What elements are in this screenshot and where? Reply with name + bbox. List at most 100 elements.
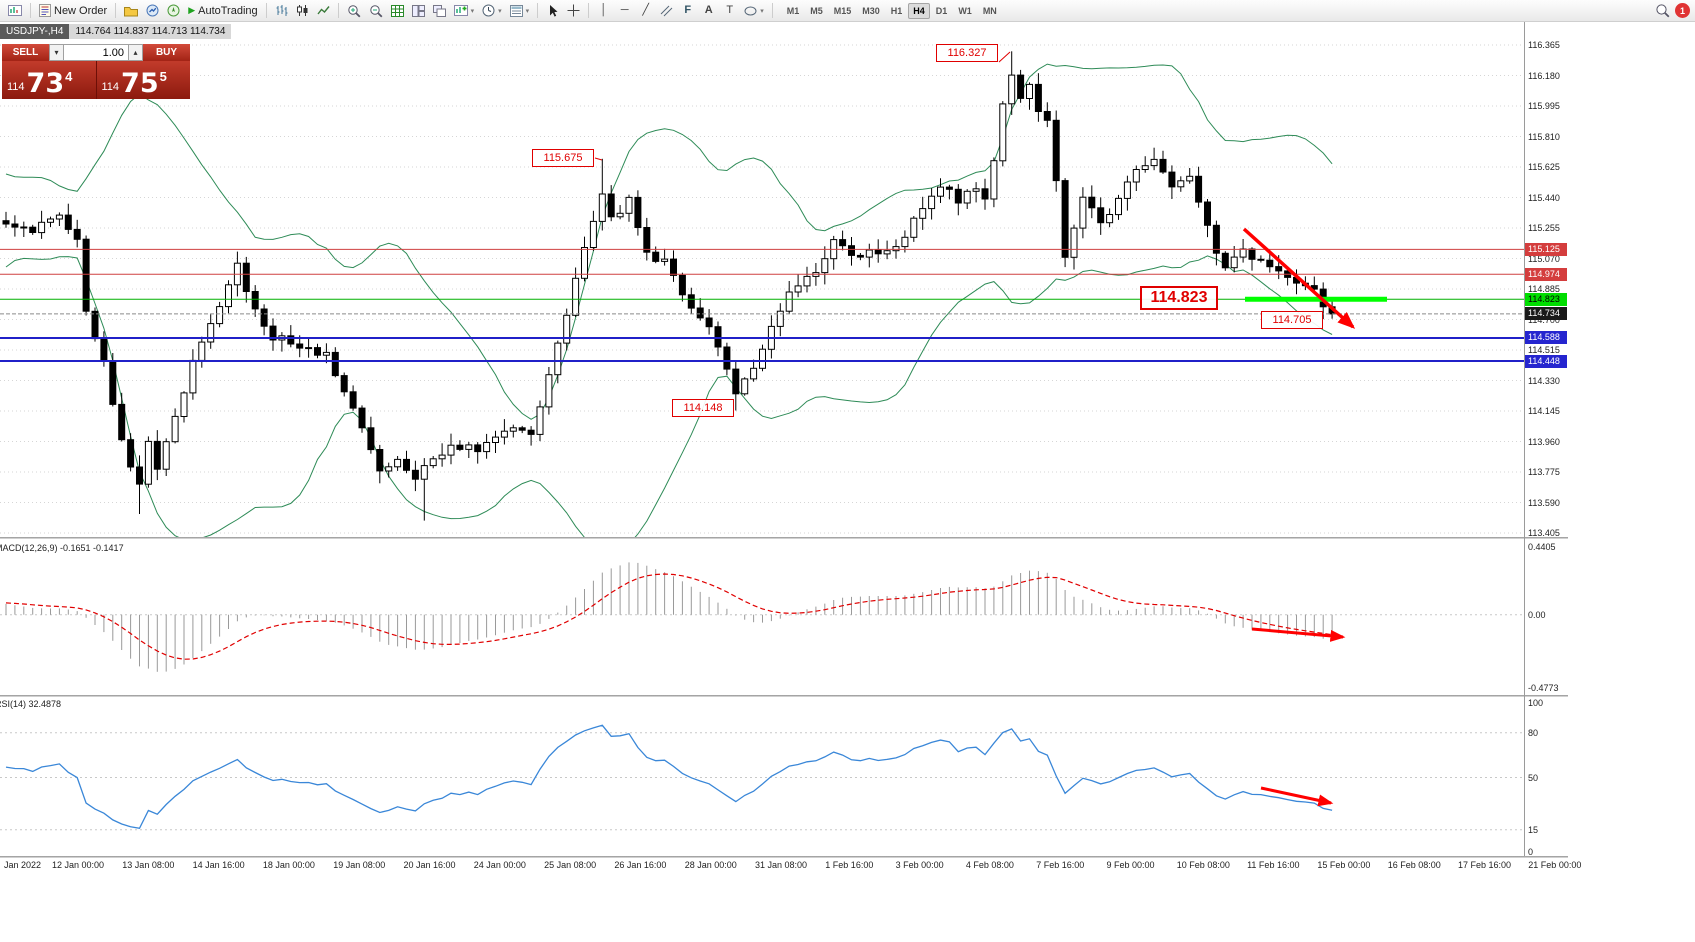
grid-icon[interactable] [388, 2, 407, 20]
price-axis-label: 116.365 [1528, 40, 1560, 50]
price-tag: 114.588 [1525, 331, 1567, 345]
buy-price-panel[interactable]: 114 75 5 [96, 61, 190, 99]
time-axis-label[interactable]: 18 Jan 00:00 [262, 860, 315, 870]
profiles-icon[interactable] [121, 2, 141, 20]
fibonacci-icon[interactable]: F [684, 4, 692, 16]
time-axis-label[interactable]: 7 Feb 16:00 [1036, 860, 1085, 870]
rsi-axis-label: 80 [1528, 727, 1539, 738]
price-axis-label: 114.145 [1528, 406, 1560, 416]
crosshair-icon[interactable] [564, 2, 583, 20]
pane-separator[interactable] [0, 695, 1568, 697]
timeframe-m15[interactable]: M15 [833, 5, 852, 16]
time-axis-label[interactable]: Jan 2022 [4, 860, 42, 870]
price-annotation[interactable]: 115.675 [532, 149, 594, 167]
time-axis-label[interactable]: 3 Feb 00:00 [895, 860, 944, 870]
time-axis-label[interactable]: 4 Feb 08:00 [965, 860, 1014, 870]
text-icon[interactable]: A [704, 4, 713, 16]
price-tag: 114.448 [1525, 354, 1567, 368]
volume-increase-button[interactable]: ▴ [128, 44, 143, 61]
price-axis-label: 115.625 [1528, 162, 1560, 172]
time-axis-label[interactable]: 9 Feb 00:00 [1106, 860, 1155, 870]
new-order-icon [39, 4, 51, 17]
search-icon[interactable] [1652, 2, 1673, 20]
pane-separator[interactable] [0, 537, 1568, 539]
timeframe-m5[interactable]: M5 [810, 5, 823, 16]
new-order-button[interactable]: New Order [36, 2, 110, 20]
macd-pane[interactable] [0, 540, 1524, 695]
volume-decrease-button[interactable]: ▾ [49, 44, 64, 61]
time-axis-label[interactable]: 17 Feb 16:00 [1458, 860, 1512, 870]
market-watch-icon[interactable] [143, 2, 162, 20]
navigator-icon[interactable] [164, 2, 183, 20]
zoom-in-icon[interactable] [344, 2, 364, 20]
time-axis-label[interactable]: 11 Feb 16:00 [1247, 860, 1300, 870]
price-axis-label: 116.180 [1528, 70, 1560, 81]
timeframe-mn[interactable]: MN [982, 5, 997, 16]
channel-icon[interactable] [657, 2, 676, 20]
price-axis-label: 115.255 [1528, 223, 1560, 233]
timeframe-m30[interactable]: M30 [862, 5, 880, 16]
timeframe-w1[interactable]: W1 [958, 5, 972, 16]
time-axis-label[interactable]: 14 Jan 16:00 [192, 860, 245, 870]
horizontal-line-icon[interactable]: ─ [620, 4, 629, 16]
rsi-label: RSI(14) 32.4878 [0, 699, 62, 709]
time-axis-label[interactable]: 20 Jan 16:00 [403, 860, 456, 870]
vertical-line-icon[interactable]: │ [600, 4, 608, 16]
time-axis-label[interactable]: 31 Jan 08:00 [755, 860, 808, 870]
sell-price-panel[interactable]: 114 73 4 [2, 61, 97, 99]
time-axis-label[interactable]: 28 Jan 00:00 [684, 860, 737, 870]
new-chart-button[interactable]: ▾ [451, 2, 478, 20]
price-axis-label: 114.700 [1528, 314, 1560, 325]
line-chart-icon[interactable] [314, 2, 333, 20]
chart-window-icon[interactable] [5, 2, 25, 20]
time-axis-label[interactable]: 1 Feb 16:00 [825, 860, 874, 870]
chart-ohlc-label: 114.764 114.837 114.713 114.734 [69, 24, 232, 39]
macd-axis-label: 0.4405 [1528, 542, 1556, 552]
time-axis-label[interactable]: 26 Jan 16:00 [614, 860, 667, 870]
cascade-windows-icon[interactable] [430, 2, 449, 20]
time-axis-label[interactable]: 10 Feb 08:00 [1176, 860, 1230, 870]
time-axis-label[interactable]: 16 Feb 08:00 [1387, 860, 1441, 870]
price-annotation[interactable]: 114.705 [1261, 311, 1323, 329]
template-button[interactable]: ▾ [507, 2, 533, 20]
toolbar-separator [771, 3, 773, 18]
time-axis-label[interactable]: 12 Jan 00:00 [52, 860, 105, 870]
time-axis-label[interactable]: 19 Jan 08:00 [333, 860, 386, 870]
bid-pipette: 4 [65, 69, 73, 84]
toolbar-separator [537, 3, 539, 18]
cursor-icon[interactable] [543, 2, 562, 20]
price-axis-label: 115.995 [1528, 101, 1560, 111]
rsi-pane[interactable] [0, 697, 1524, 856]
timeframe-h4[interactable]: H4 [908, 2, 930, 19]
price-annotation[interactable]: 114.823 [1140, 286, 1218, 310]
price-axis-label: 115.440 [1528, 192, 1560, 203]
toolbar-separator [115, 3, 117, 18]
shapes-button[interactable]: ▾ [741, 2, 767, 20]
price-annotation[interactable]: 114.148 [672, 399, 734, 417]
candlestick-chart-icon[interactable] [293, 2, 312, 20]
label-icon[interactable]: T [726, 4, 734, 16]
autotrading-button[interactable]: ▶ AutoTrading [185, 2, 260, 20]
time-axis-label[interactable]: 15 Feb 00:00 [1317, 860, 1371, 870]
timeframe-m1[interactable]: M1 [786, 5, 800, 16]
notification-badge[interactable]: 1 [1675, 3, 1690, 18]
buy-button[interactable]: BUY [143, 44, 190, 61]
time-axis-label[interactable]: 24 Jan 00:00 [473, 860, 526, 870]
main-chart-pane[interactable] [0, 22, 1524, 538]
sell-button[interactable]: SELL [2, 44, 49, 61]
volume-input[interactable] [64, 44, 128, 61]
period-clock-button[interactable]: ▾ [479, 2, 505, 20]
price-annotation[interactable]: 116.327 [936, 44, 998, 62]
tile-windows-icon[interactable] [409, 2, 428, 20]
time-axis-label[interactable]: 21 Feb 00:00 [1528, 860, 1582, 870]
time-axis-label[interactable]: 13 Jan 08:00 [122, 860, 175, 870]
toolbar-separator [30, 3, 31, 18]
price-axis-border [1524, 22, 1525, 856]
zoom-out-icon[interactable] [366, 2, 386, 20]
chevron-down-icon: ▾ [470, 7, 475, 15]
time-axis-label[interactable]: 25 Jan 08:00 [544, 860, 597, 870]
timeframe-h1[interactable]: H1 [890, 5, 903, 16]
bar-chart-icon[interactable] [272, 2, 291, 20]
timeframe-d1[interactable]: D1 [935, 5, 948, 16]
trendline-icon[interactable]: ╱ [642, 4, 649, 16]
